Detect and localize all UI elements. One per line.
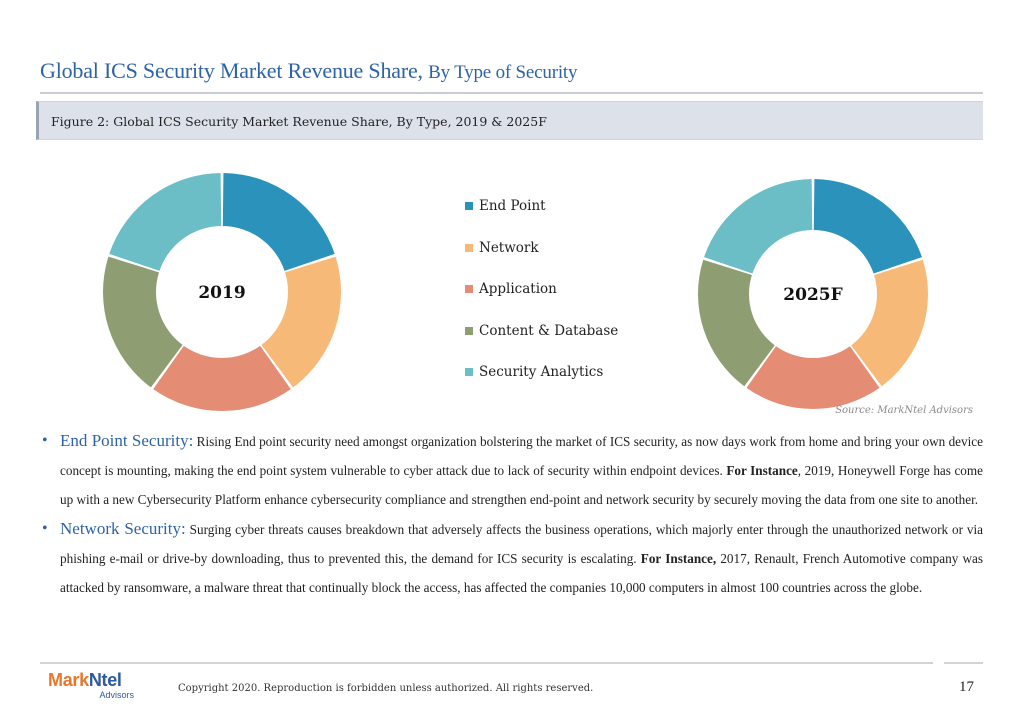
- legend-item-security-analytics: Security Analytics: [465, 362, 685, 382]
- page-title-main: Global ICS Security Market Revenue Share…: [40, 58, 423, 83]
- title-divider: [40, 92, 983, 94]
- footer-divider-short: [944, 662, 983, 664]
- legend-item-content-database: Content & Database: [465, 321, 685, 341]
- bullet-dot: •: [42, 520, 48, 537]
- bullet-text: Rising End point security need amongst o…: [60, 434, 983, 478]
- donut-slice-security-analytics: [704, 179, 813, 274]
- donut-slice-network: [261, 256, 341, 388]
- bullet-text: Surging cyber threats causes breakdown t…: [60, 522, 984, 566]
- legend-swatch: [465, 326, 473, 335]
- figure-caption: Figure 2: Global ICS Security Market Rev…: [51, 114, 547, 129]
- donut-chart-2019: 2019: [102, 173, 341, 411]
- page-number: 17: [959, 679, 974, 695]
- donut-slice-content-database: [698, 259, 775, 387]
- legend-label: Application: [479, 281, 557, 297]
- bullet-lead: Network Security:: [60, 519, 186, 538]
- footer-divider: [40, 662, 933, 664]
- legend-swatch: [465, 368, 473, 376]
- legend-item-network: Network: [465, 238, 685, 258]
- donut-slice-end-point: [222, 173, 335, 271]
- donut-slice-application: [746, 346, 880, 409]
- bullet-emphasis: For Instance,: [640, 551, 717, 566]
- bullet-emphasis: For Instance: [726, 463, 798, 478]
- chart-legend: End Point Network Application Content & …: [465, 196, 685, 404]
- donut-slice-end-point: [813, 179, 922, 274]
- logo-wordmark: MarkNtel: [48, 670, 138, 690]
- copyright-notice: Copyright 2020. Reproduction is forbidde…: [178, 683, 594, 694]
- legend-item-application: Application: [465, 279, 685, 299]
- bullet-end-point-security: • End Point Security: Rising End point s…: [42, 426, 983, 514]
- markntel-logo: MarkNtel Advisors: [48, 670, 138, 704]
- legend-label: End Point: [479, 198, 546, 214]
- bullet-dot: •: [42, 432, 48, 449]
- bullet-text: , 2019, Honeywell Forge has come up with…: [60, 463, 983, 507]
- legend-swatch: [465, 243, 473, 252]
- logo-part-mark: Mark: [48, 670, 89, 690]
- donut-center-label: 2019: [198, 283, 245, 303]
- donut-slice-security-analytics: [109, 173, 222, 271]
- source-note: Source: MarkNtel Advisors: [835, 405, 973, 416]
- legend-label: Content & Database: [479, 322, 619, 339]
- bullet-text: 2017, Renault, French Automotive company…: [60, 551, 983, 595]
- bullet-network-security: • Network Security: Surging cyber threat…: [42, 514, 983, 602]
- figure-caption-box: Figure 2: Global ICS Security Market Rev…: [36, 101, 983, 140]
- donut-center-label: 2025F: [783, 285, 842, 305]
- bullet-lead: End Point Security:: [60, 431, 194, 450]
- donut-slice-application: [153, 345, 291, 411]
- legend-item-end-point: End Point: [465, 196, 685, 216]
- legend-swatch: [465, 202, 473, 210]
- donut-slice-content-database: [102, 256, 183, 388]
- donut-slice-network: [851, 259, 928, 387]
- logo-part-ntel: Ntel: [88, 670, 122, 690]
- legend-label: Network: [479, 239, 539, 256]
- legend-swatch: [465, 285, 473, 293]
- page-title-sub: By Type of Security: [428, 62, 578, 83]
- body-text: • End Point Security: Rising End point s…: [42, 426, 983, 602]
- logo-tagline: Advisors: [99, 690, 134, 700]
- donut-chart-2025f: 2025F: [698, 179, 928, 409]
- page-title: Global ICS Security Market Revenue Share…: [40, 58, 577, 84]
- legend-label: Security Analytics: [479, 364, 604, 380]
